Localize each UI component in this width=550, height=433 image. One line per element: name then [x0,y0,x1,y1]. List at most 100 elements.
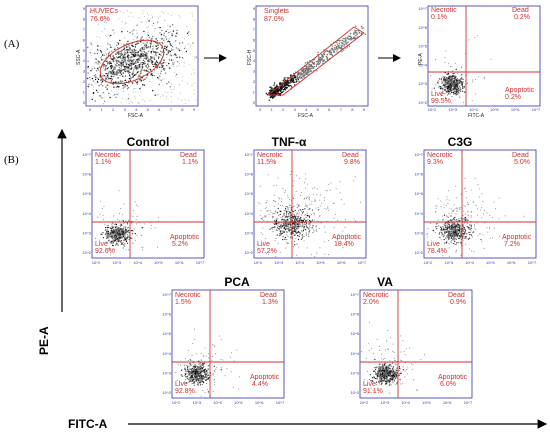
event-dot [302,226,304,228]
event-dot [171,24,174,26]
event-dot [449,233,451,235]
event-dot [273,206,275,208]
event-dot [100,233,102,235]
event-dot [140,72,142,74]
event-dot [445,90,447,92]
event-dot [339,44,341,46]
event-dot [286,234,288,236]
event-dot [178,55,180,57]
event-dot [126,63,128,65]
event-dot [454,87,456,89]
event-dot [464,187,466,189]
event-dot [455,88,457,90]
event-dot [454,223,456,225]
event-dot [441,82,443,84]
event-dot [114,68,116,70]
event-dot [312,67,315,70]
event-dot [194,378,196,380]
event-dot [295,78,297,81]
event-dot [464,213,466,215]
event-dot [195,353,197,355]
event-dot [120,229,122,231]
event-dot [188,365,190,367]
event-dot [471,234,473,236]
event-dot [122,97,123,99]
event-dot [303,218,305,220]
event-dot [279,210,281,212]
event-dot [320,202,322,204]
event-dot [126,99,128,101]
event-dot [441,80,443,82]
event-dot [465,237,466,239]
event-dot [127,66,130,69]
event-dot [189,372,191,374]
event-dot [107,18,109,20]
event-dot [444,81,446,83]
event-dot [128,74,131,76]
event-dot [173,41,175,43]
event-dot [281,225,283,227]
event-dot [470,225,472,227]
event-dot [459,235,461,237]
event-dot [189,373,191,375]
event-dot [303,68,305,70]
event-dot [447,83,449,85]
event-dot [297,216,299,218]
event-dot [276,90,278,92]
event-dot [457,84,459,86]
event-dot [201,367,203,369]
event-dot [173,89,175,91]
event-dot [201,368,203,370]
event-dot [132,74,135,77]
event-dot [192,15,194,17]
event-dot [110,46,112,48]
event-dot [295,191,297,192]
event-dot [215,353,216,355]
event-dot [455,232,457,234]
event-dot [498,218,500,220]
event-dot [162,68,165,71]
event-dot [123,84,125,87]
event-dot [114,223,116,225]
event-dot [458,90,460,92]
event-dot [113,215,115,217]
event-dot [473,201,474,203]
event-dot [194,89,196,91]
event-dot [280,227,283,229]
event-dot [121,237,124,239]
event-dot [470,216,472,218]
event-dot [445,227,447,229]
event-dot [183,65,185,67]
event-dot [297,218,299,220]
event-dot [290,207,292,209]
event-dot [341,39,344,42]
event-dot [102,219,104,221]
event-dot [130,58,132,60]
event-dot [309,229,311,231]
event-dot [289,80,291,82]
event-dot [440,229,442,231]
event-dot [440,239,442,241]
event-dot [195,371,197,373]
c3g-apoptotic-label: Apoptotic [502,234,532,241]
event-dot [157,53,159,55]
event-dot [296,227,298,229]
event-dot [310,65,312,67]
event-dot [103,58,105,60]
event-dot [114,238,116,240]
event-dot [169,86,172,88]
event-dot [175,73,178,76]
event-dot [321,54,324,56]
event-dot [110,237,113,239]
event-dot [305,69,307,72]
event-dot [121,242,123,244]
event-dot [447,91,449,93]
event-dot [169,25,171,28]
event-dot [183,62,185,64]
event-dot [130,230,133,232]
event-dot [451,225,453,227]
event-dot [102,80,104,82]
event-dot [460,78,463,80]
event-dot [107,74,109,77]
event-dot [446,196,448,198]
